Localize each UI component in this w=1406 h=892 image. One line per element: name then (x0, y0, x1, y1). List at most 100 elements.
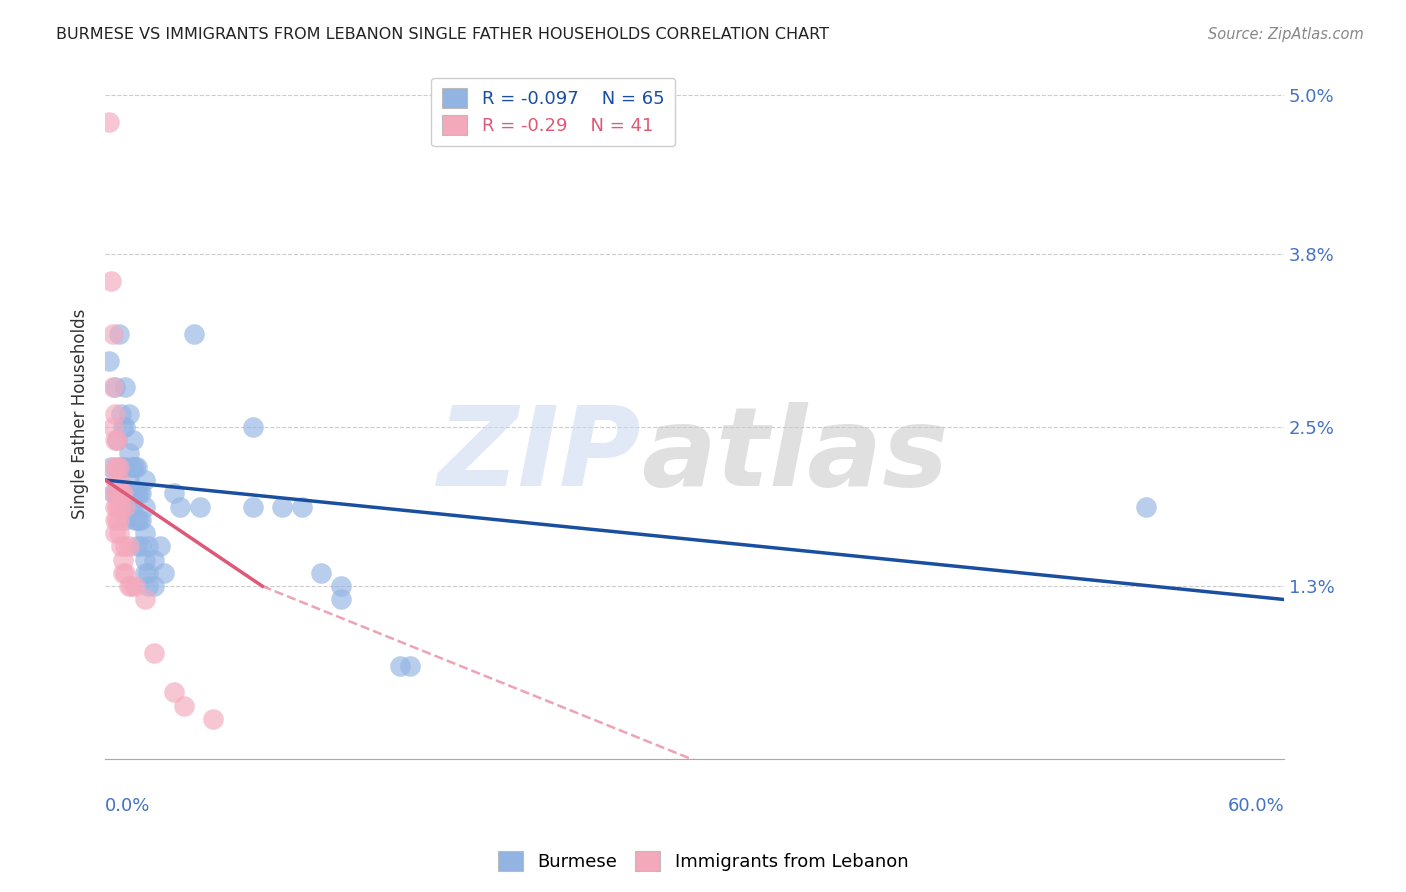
Point (105, 433, 128, 447)
Point (105, 486, 128, 500)
Point (118, 446, 141, 460)
Point (129, 513, 152, 527)
Point (104, 380, 127, 394)
Point (110, 500, 132, 514)
Point (108, 500, 131, 514)
Point (242, 420, 264, 434)
Point (138, 540, 160, 554)
Point (124, 579, 146, 593)
Point (271, 500, 294, 514)
Point (101, 326, 124, 341)
Point (138, 566, 160, 580)
Point (98, 353, 121, 368)
Y-axis label: Single Father Households: Single Father Households (72, 309, 89, 519)
Point (108, 459, 131, 474)
Point (114, 486, 136, 500)
Point (114, 540, 136, 554)
Point (169, 500, 191, 514)
Point (110, 486, 132, 500)
Point (128, 513, 150, 527)
Point (163, 486, 186, 500)
Legend: R = -0.097    N = 65, R = -0.29    N = 41: R = -0.097 N = 65, R = -0.29 N = 41 (432, 78, 675, 146)
Point (138, 579, 160, 593)
Point (118, 407, 141, 421)
Point (105, 433, 128, 447)
Point (104, 459, 127, 474)
Point (111, 566, 134, 580)
Point (398, 658, 420, 673)
Point (125, 540, 148, 554)
Point (108, 513, 131, 527)
Point (163, 685, 186, 699)
Point (108, 326, 131, 341)
Point (311, 566, 333, 580)
Point (110, 540, 132, 554)
Point (118, 540, 141, 554)
Point (114, 500, 136, 514)
Point (120, 500, 142, 514)
Legend: Burmese, Immigrants from Lebanon: Burmese, Immigrants from Lebanon (491, 844, 915, 879)
Point (114, 566, 136, 580)
Point (120, 579, 142, 593)
Point (104, 407, 127, 421)
Point (183, 326, 205, 341)
Point (134, 473, 156, 487)
Text: Source: ZipAtlas.com: Source: ZipAtlas.com (1208, 27, 1364, 42)
Point (202, 712, 225, 726)
Point (104, 486, 127, 500)
Point (114, 420, 136, 434)
Point (111, 420, 134, 434)
Point (114, 380, 136, 394)
Point (111, 486, 134, 500)
Point (388, 658, 411, 673)
Point (104, 473, 127, 487)
Point (120, 486, 142, 500)
Point (134, 566, 156, 580)
Point (242, 500, 264, 514)
Point (104, 500, 127, 514)
Point (330, 579, 353, 593)
Point (188, 500, 211, 514)
Point (111, 552, 134, 566)
Point (98, 114, 121, 128)
Point (143, 646, 166, 660)
Point (101, 380, 124, 394)
Point (134, 552, 156, 566)
Point (105, 513, 128, 527)
Point (111, 459, 134, 474)
Point (128, 486, 150, 500)
Point (110, 407, 132, 421)
Point (134, 526, 156, 541)
Point (108, 526, 131, 541)
Point (134, 500, 156, 514)
Point (105, 500, 128, 514)
Point (143, 552, 166, 566)
Point (125, 459, 148, 474)
Point (118, 579, 141, 593)
Point (129, 540, 152, 554)
Text: BURMESE VS IMMIGRANTS FROM LEBANON SINGLE FATHER HOUSEHOLDS CORRELATION CHART: BURMESE VS IMMIGRANTS FROM LEBANON SINGL… (56, 27, 830, 42)
Point (114, 459, 136, 474)
Point (104, 526, 127, 541)
Point (121, 500, 143, 514)
Point (129, 486, 152, 500)
Point (120, 459, 142, 474)
Point (121, 433, 143, 447)
Point (330, 592, 353, 607)
Point (143, 579, 166, 593)
Point (105, 486, 128, 500)
Point (114, 500, 136, 514)
Point (1135, 500, 1157, 514)
Text: 0.0%: 0.0% (105, 797, 150, 814)
Point (111, 486, 134, 500)
Point (104, 433, 127, 447)
Point (101, 420, 124, 434)
Point (105, 459, 128, 474)
Point (121, 459, 143, 474)
Point (110, 459, 132, 474)
Point (173, 698, 195, 713)
Text: 60.0%: 60.0% (1227, 797, 1284, 814)
Point (114, 513, 136, 527)
Point (153, 566, 176, 580)
Text: ZIP: ZIP (439, 401, 641, 508)
